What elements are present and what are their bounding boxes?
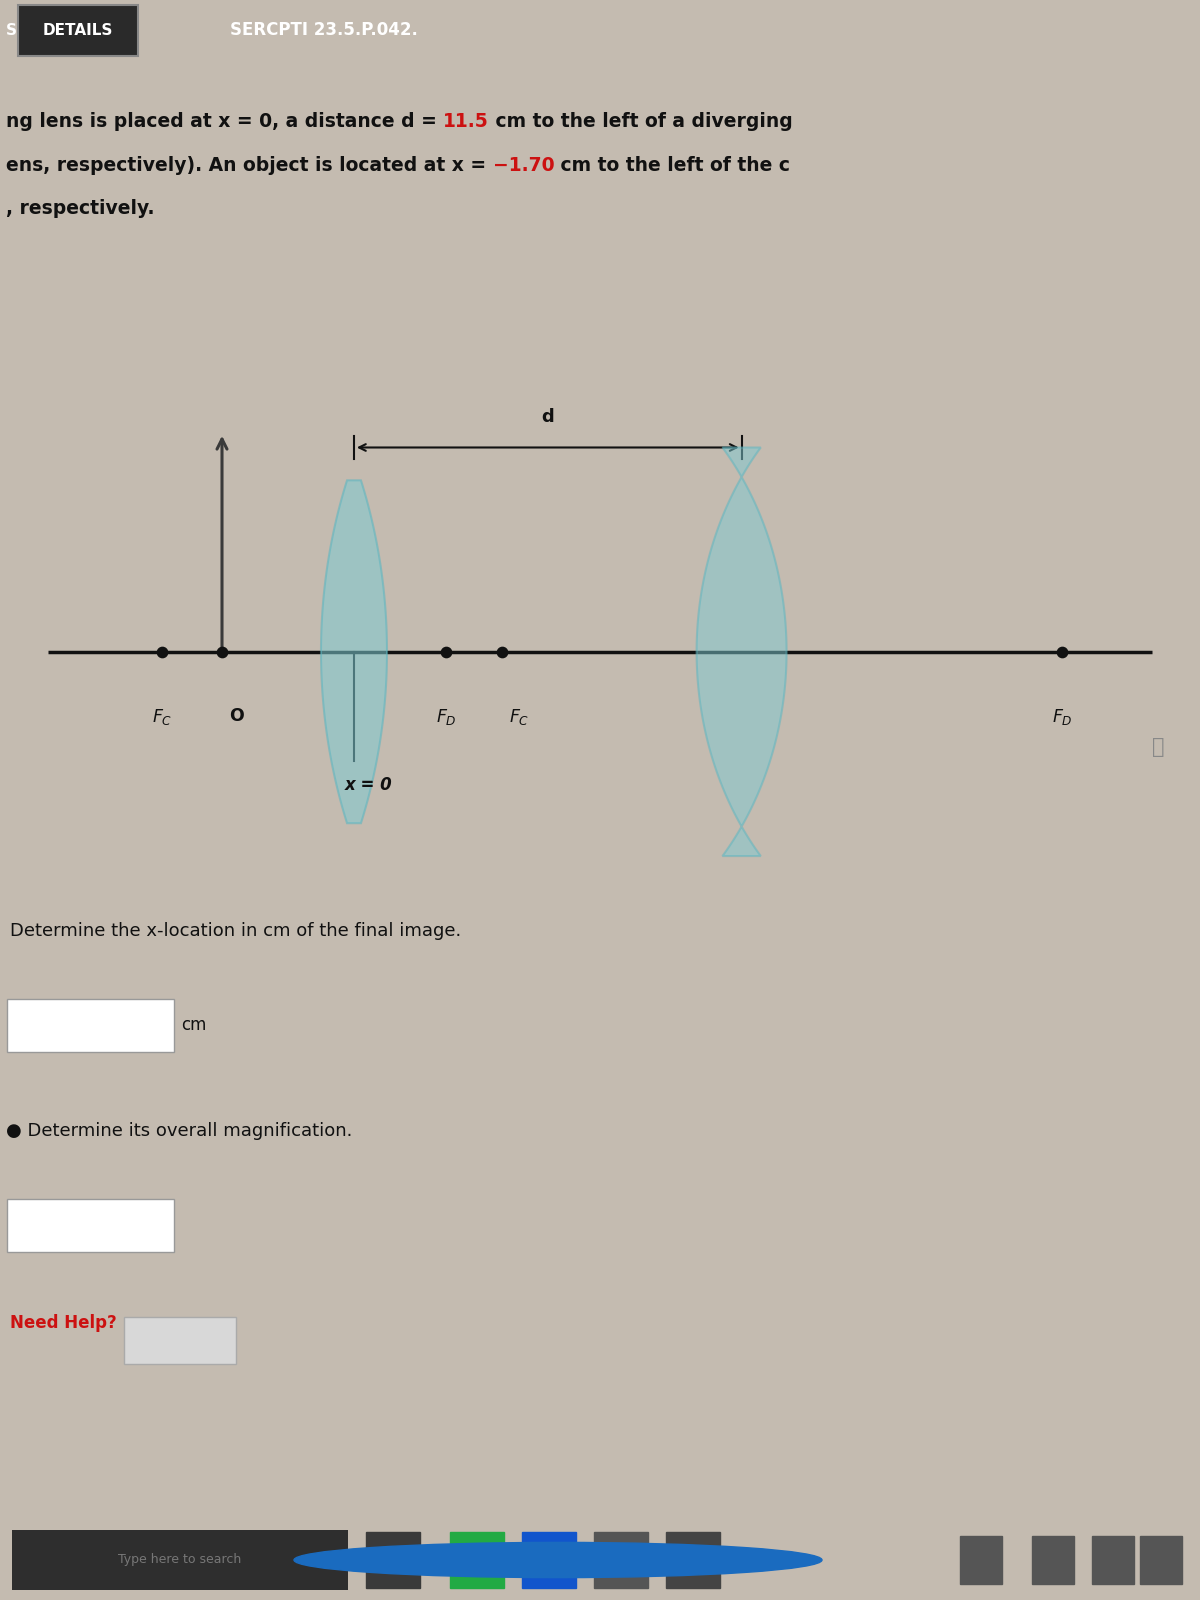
FancyBboxPatch shape — [7, 1198, 174, 1251]
Text: ● Determine its overall magnification.: ● Determine its overall magnification. — [6, 1122, 353, 1139]
Circle shape — [294, 1542, 822, 1578]
Polygon shape — [322, 480, 386, 824]
Text: x = 0: x = 0 — [344, 776, 392, 794]
Point — [492, 638, 511, 664]
Bar — [366, 1533, 420, 1587]
Point — [152, 638, 172, 664]
Text: DETAILS: DETAILS — [43, 22, 113, 38]
Text: Determine the x-location in cm of the final image.: Determine the x-location in cm of the fi… — [10, 922, 461, 939]
Bar — [1032, 1536, 1074, 1584]
Text: 11.5: 11.5 — [443, 112, 490, 131]
Text: ng lens is placed at x = 0, a distance d =: ng lens is placed at x = 0, a distance d… — [6, 112, 443, 131]
Text: $F_D$: $F_D$ — [1051, 707, 1073, 728]
Text: $F_D$: $F_D$ — [436, 707, 457, 728]
Text: O: O — [229, 707, 244, 725]
Text: d: d — [541, 408, 554, 426]
FancyBboxPatch shape — [18, 5, 138, 56]
Text: −1.70: −1.70 — [493, 155, 554, 174]
Text: Need Help?: Need Help? — [10, 1314, 116, 1333]
Bar — [450, 1533, 504, 1587]
Bar — [522, 1533, 576, 1587]
Text: Read it: Read it — [154, 1333, 206, 1349]
Text: $F_C$: $F_C$ — [151, 707, 173, 728]
Text: SERCPTI 23.5.P.042.: SERCPTI 23.5.P.042. — [230, 21, 418, 40]
Bar — [960, 1536, 1002, 1584]
Text: Type here to search: Type here to search — [119, 1554, 241, 1566]
FancyBboxPatch shape — [12, 1530, 348, 1590]
Bar — [594, 1533, 648, 1587]
Point — [1052, 638, 1072, 664]
Text: ⓘ: ⓘ — [1152, 736, 1164, 757]
Bar — [1140, 1536, 1182, 1584]
Text: cm to the left of a diverging: cm to the left of a diverging — [490, 112, 793, 131]
Text: , respectively.: , respectively. — [6, 200, 155, 219]
Bar — [1092, 1536, 1134, 1584]
Point — [437, 638, 456, 664]
Bar — [666, 1533, 720, 1587]
Point — [212, 638, 232, 664]
Text: S: S — [6, 22, 17, 38]
Text: ens, respectively). An object is located at x =: ens, respectively). An object is located… — [6, 155, 493, 174]
Text: cm to the left of the c: cm to the left of the c — [554, 155, 791, 174]
Text: $F_C$: $F_C$ — [509, 707, 530, 728]
Polygon shape — [697, 448, 786, 856]
FancyBboxPatch shape — [124, 1317, 236, 1363]
FancyBboxPatch shape — [7, 998, 174, 1051]
Text: cm: cm — [181, 1016, 206, 1034]
